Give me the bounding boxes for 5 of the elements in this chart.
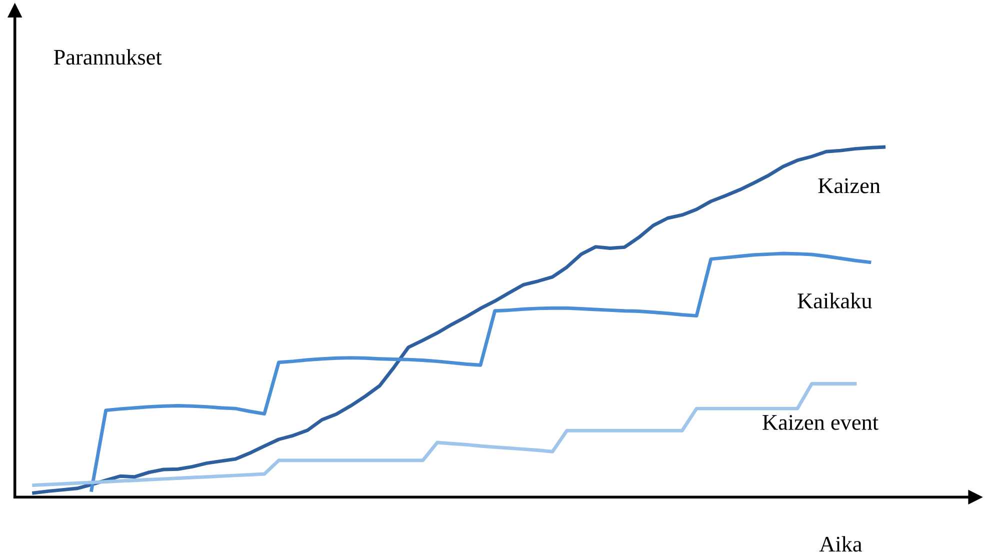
series-label: Kaikaku [798, 292, 872, 308]
series-label: Kaizen [818, 178, 880, 194]
series-label: Kaizen event [762, 414, 878, 430]
y-axis-title: Parannukset [54, 49, 162, 65]
x-axis-title: Aika [819, 536, 862, 552]
